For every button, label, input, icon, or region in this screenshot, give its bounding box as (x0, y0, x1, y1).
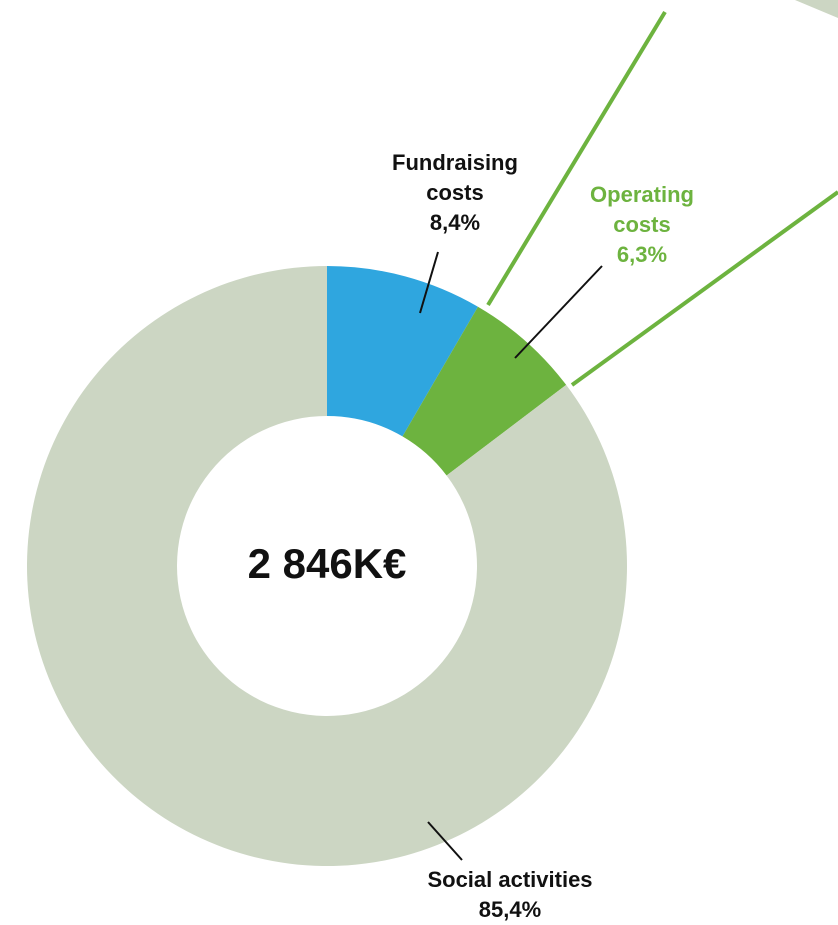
slice-label: Fundraising costs 8,4% (375, 148, 535, 238)
slice-label: Social activities 85,4% (380, 865, 640, 925)
category-label: Fundraising costs (392, 150, 518, 205)
zoom-line (570, 190, 838, 387)
zoom-shape (795, 0, 838, 18)
slice (327, 266, 478, 437)
leader-line (419, 251, 439, 314)
leader-line (427, 821, 463, 861)
value-label: 8,4% (429, 210, 481, 235)
leader-line (514, 265, 603, 359)
slice (402, 306, 567, 476)
slice-label: Operating costs 6,3% (572, 180, 712, 270)
category-label: Social activities (427, 867, 593, 892)
value-label: 6,3% (616, 242, 668, 267)
slices (26, 266, 627, 867)
category-label: Operating costs (590, 182, 694, 237)
slice (26, 266, 627, 867)
center-label: 2 846K€ (247, 540, 407, 587)
zoom-line (486, 10, 667, 307)
value-label: 85,4% (478, 897, 542, 922)
